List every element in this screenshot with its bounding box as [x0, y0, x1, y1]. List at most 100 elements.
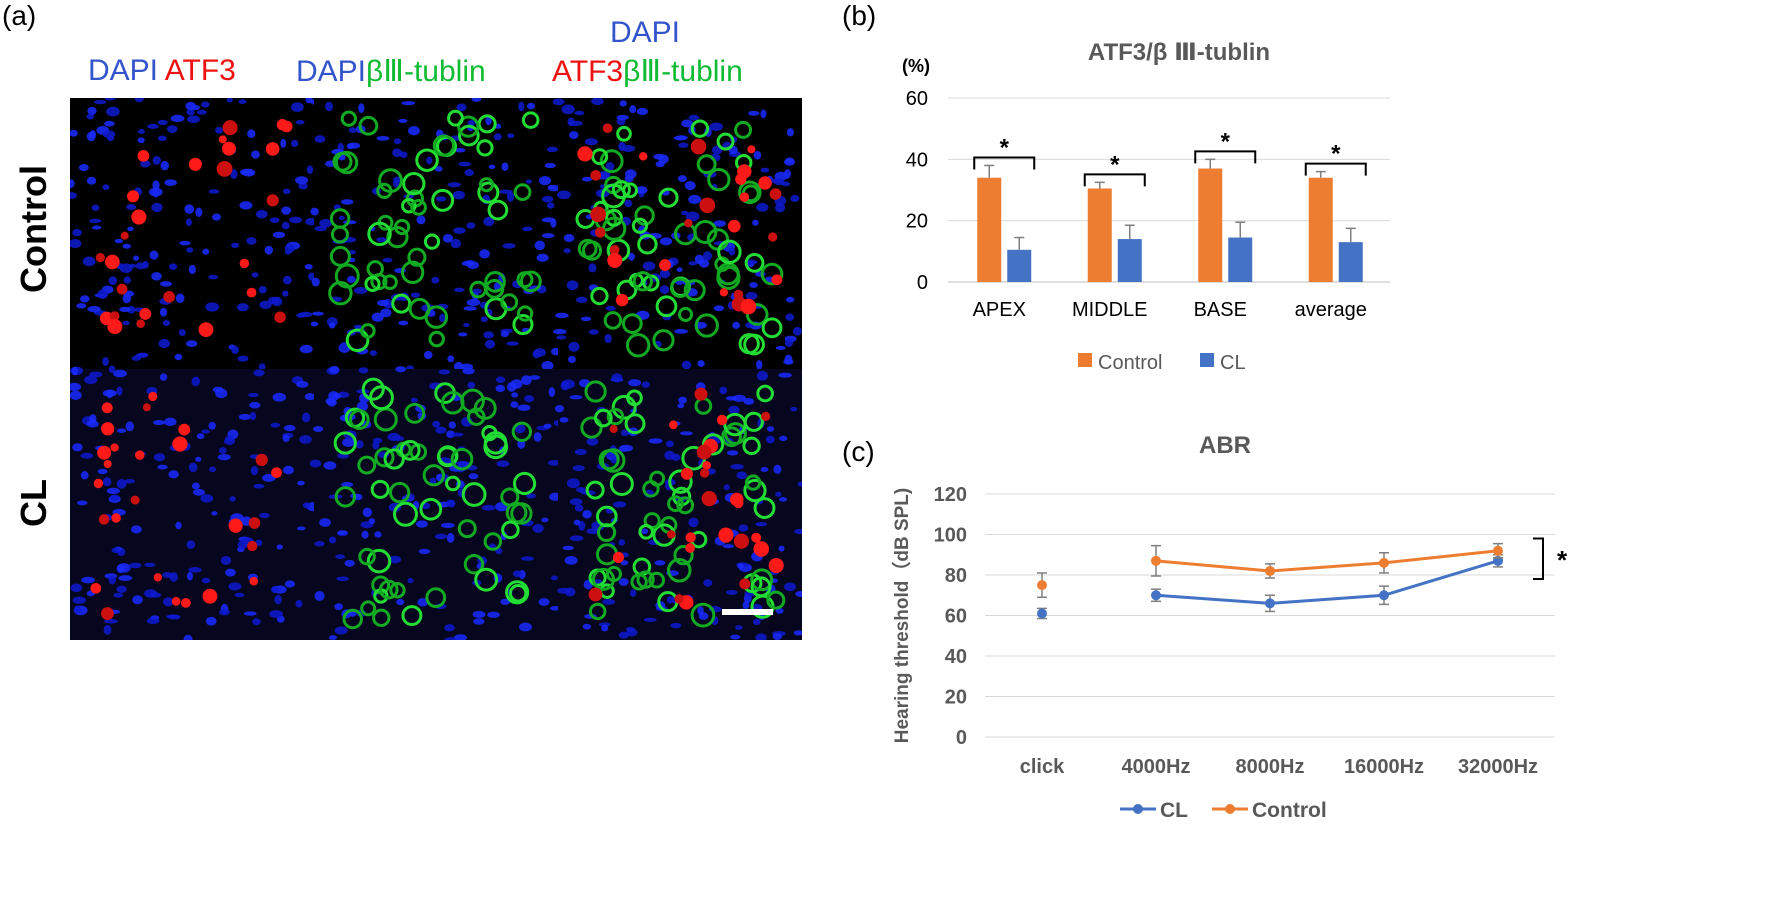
- atf3-nucleus: [588, 587, 603, 602]
- neuron-ring: [595, 505, 618, 528]
- neuron-ring: [648, 571, 666, 589]
- neuron-ring: [358, 115, 379, 136]
- atf3-nucleus: [228, 518, 243, 533]
- atf3-nucleus: [98, 514, 110, 525]
- chart-c-ytick: 20: [945, 687, 967, 709]
- nucleus-dot: [536, 253, 549, 262]
- nucleus-dot: [677, 403, 685, 409]
- nucleus-dot: [104, 120, 115, 127]
- neuron-ring: [463, 553, 485, 575]
- atf3-nucleus: [739, 578, 751, 590]
- nucleus-dot: [572, 465, 585, 472]
- neuron-ring: [508, 584, 528, 603]
- nucleus-dot: [784, 157, 795, 164]
- nucleus-dot: [280, 138, 287, 148]
- atf3-nucleus: [733, 498, 744, 509]
- nucleus-dot: [374, 531, 382, 538]
- nucleus-dot: [452, 190, 465, 200]
- nucleus-dot: [737, 563, 744, 570]
- atf3-nucleus: [684, 219, 693, 228]
- nucleus-dot: [332, 393, 342, 399]
- nucleus-dot: [502, 243, 516, 249]
- neuron-ring: [404, 402, 426, 424]
- atf3-nucleus: [202, 588, 218, 604]
- nucleus-dot: [208, 274, 219, 280]
- nucleus-dot: [186, 540, 196, 549]
- nucleus-dot: [556, 335, 567, 340]
- nucleus-dot: [730, 463, 744, 470]
- nucleus-dot: [225, 435, 234, 442]
- nucleus-dot: [188, 462, 198, 473]
- neuron-ring: [402, 172, 426, 196]
- nucleus-dot: [258, 286, 267, 294]
- neuron-ring: [631, 217, 649, 234]
- nucleus-dot: [554, 405, 565, 413]
- neuron-ring: [724, 422, 747, 445]
- chart-b-bar-control: [1308, 177, 1333, 282]
- nucleus-dot: [518, 101, 525, 112]
- nucleus-dot: [588, 329, 599, 335]
- nucleus-dot: [284, 243, 295, 253]
- neuron-ring: [432, 134, 456, 157]
- nucleus-dot: [298, 182, 308, 190]
- nucleus-dot: [290, 139, 299, 147]
- nucleus-dot: [137, 137, 145, 144]
- chart-b-bar-cl: [1117, 239, 1142, 282]
- neuron-ring: [431, 188, 455, 212]
- atf3-nucleus: [716, 414, 728, 426]
- nucleus-dot: [269, 217, 280, 223]
- nucleus-dot: [243, 611, 257, 616]
- neuron-ring: [743, 478, 767, 503]
- nucleus-dot: [748, 110, 760, 116]
- neuron-ring: [750, 576, 772, 598]
- nucleus-dot: [118, 575, 133, 582]
- nucleus-dot: [681, 119, 694, 128]
- nucleus-dot: [310, 321, 319, 327]
- atf3-nucleus: [747, 145, 756, 154]
- neuron-ring: [476, 139, 494, 157]
- chart-b-legend-swatch: [1078, 353, 1092, 367]
- nucleus-dot: [295, 176, 309, 185]
- atf3-nucleus: [246, 287, 257, 298]
- nucleus-dot: [347, 142, 361, 149]
- nucleus-dot: [563, 248, 571, 254]
- neuron-ring: [423, 233, 441, 250]
- nucleus-dot: [80, 452, 94, 459]
- nucleus-dot: [795, 590, 802, 597]
- atf3-nucleus: [771, 274, 783, 286]
- nucleus-dot: [371, 312, 384, 322]
- nucleus-dot: [334, 626, 348, 635]
- neuron-ring: [743, 333, 765, 356]
- nucleus-dot: [630, 589, 637, 597]
- nucleus-dot: [299, 435, 312, 444]
- neuron-ring: [723, 412, 747, 437]
- nucleus-dot: [160, 281, 172, 287]
- nucleus-dot: [442, 234, 454, 243]
- nucleus-dot: [659, 269, 671, 279]
- nucleus-dot: [643, 617, 657, 622]
- chart-b-category-label: MIDDLE: [1072, 299, 1148, 321]
- neuron-ring: [457, 115, 480, 138]
- neuron-ring: [605, 208, 623, 227]
- chart-b-ytick: 20: [906, 211, 928, 233]
- chart-c-point-control: [1379, 557, 1389, 568]
- nucleus-dot: [467, 381, 476, 389]
- nucleus-dot: [170, 114, 185, 123]
- chart-c-ytick: 80: [945, 565, 967, 587]
- nucleus-dot: [517, 404, 531, 411]
- neuron-ring: [753, 497, 776, 519]
- nucleus-dot: [398, 118, 408, 123]
- nucleus-dot: [688, 194, 702, 205]
- nucleus-dot: [84, 375, 98, 385]
- atf3-nucleus: [666, 530, 676, 539]
- nucleus-dot: [185, 218, 192, 227]
- nucleus-dot: [251, 150, 260, 159]
- nucleus-dot: [566, 280, 579, 291]
- nucleus-dot: [106, 487, 120, 495]
- control-merge-tile: [552, 98, 802, 370]
- nucleus-dot: [256, 209, 268, 219]
- nucleus-dot: [628, 379, 642, 387]
- atf3-nucleus: [696, 444, 712, 460]
- nucleus-dot: [786, 296, 795, 303]
- nucleus-dot: [532, 523, 544, 533]
